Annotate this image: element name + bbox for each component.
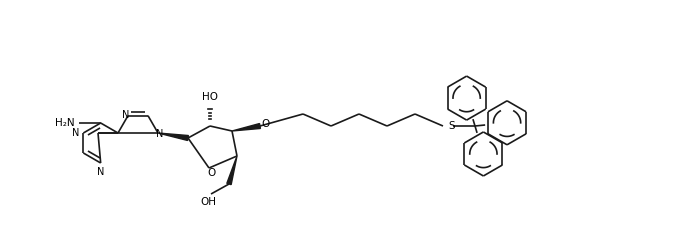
Text: O: O <box>261 119 269 129</box>
Text: N: N <box>72 128 79 138</box>
Text: OH: OH <box>200 197 216 207</box>
Text: N: N <box>97 167 105 177</box>
Polygon shape <box>232 124 261 131</box>
Text: S: S <box>448 121 455 131</box>
Text: N: N <box>156 129 164 139</box>
Text: HO: HO <box>202 92 218 102</box>
Text: O: O <box>207 168 215 178</box>
Text: N: N <box>122 110 130 120</box>
Text: H₂N: H₂N <box>55 118 75 128</box>
Polygon shape <box>227 156 237 185</box>
Polygon shape <box>158 133 188 141</box>
